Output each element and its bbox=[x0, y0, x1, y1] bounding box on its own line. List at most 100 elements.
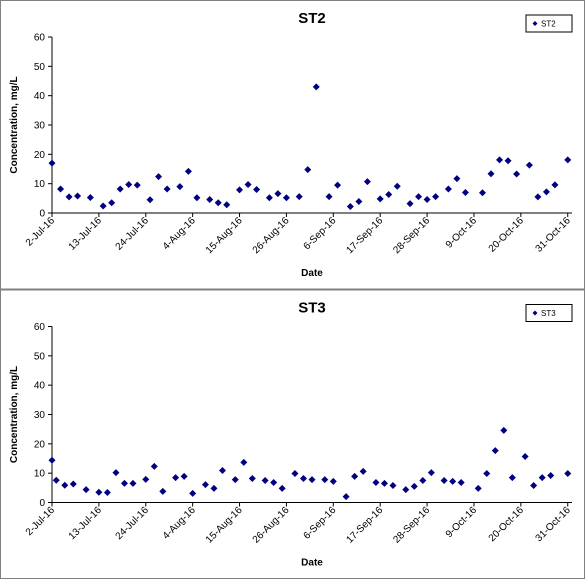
data-point bbox=[82, 486, 90, 494]
data-point bbox=[457, 479, 465, 487]
data-point bbox=[69, 480, 77, 488]
legend-marker bbox=[532, 310, 538, 316]
data-point bbox=[402, 486, 410, 494]
data-point bbox=[453, 175, 461, 183]
chart-title: ST2 bbox=[298, 10, 326, 27]
data-point bbox=[564, 156, 572, 164]
data-point bbox=[461, 188, 469, 196]
y-tick-label: 40 bbox=[34, 91, 46, 102]
data-point bbox=[172, 474, 180, 482]
data-point bbox=[65, 193, 73, 201]
y-tick-label: 50 bbox=[34, 62, 46, 73]
data-point bbox=[291, 469, 299, 477]
data-point bbox=[108, 199, 116, 207]
data-point bbox=[240, 458, 248, 466]
data-point bbox=[500, 426, 508, 434]
data-point bbox=[231, 476, 239, 484]
data-point bbox=[120, 479, 128, 487]
data-point bbox=[346, 203, 354, 211]
chart-panel bbox=[0, 289, 585, 579]
data-point bbox=[278, 484, 286, 492]
data-point bbox=[389, 481, 397, 489]
data-point bbox=[312, 83, 320, 91]
data-point bbox=[376, 195, 384, 203]
data-point bbox=[61, 481, 69, 489]
data-point bbox=[274, 190, 282, 198]
data-point bbox=[150, 462, 158, 470]
data-point bbox=[201, 481, 209, 489]
y-tick-label: 10 bbox=[34, 469, 46, 480]
data-point bbox=[508, 474, 516, 482]
data-point bbox=[406, 200, 414, 208]
data-point bbox=[146, 196, 154, 204]
chart-title: ST3 bbox=[298, 300, 326, 317]
data-point bbox=[299, 474, 307, 482]
data-point bbox=[427, 469, 435, 477]
y-tick-label: 0 bbox=[39, 498, 45, 509]
legend-label: ST3 bbox=[541, 309, 556, 318]
y-axis-label: Concentration, mg/L bbox=[9, 76, 20, 173]
data-point bbox=[359, 467, 367, 475]
data-point bbox=[530, 481, 538, 489]
y-tick-label: 10 bbox=[34, 179, 46, 190]
data-point bbox=[521, 452, 529, 460]
legend-label: ST2 bbox=[541, 20, 556, 29]
data-point bbox=[184, 167, 192, 175]
data-point bbox=[513, 170, 521, 178]
data-point bbox=[48, 159, 56, 167]
data-point bbox=[444, 185, 452, 193]
data-point bbox=[321, 476, 329, 484]
data-point bbox=[415, 193, 423, 201]
data-point bbox=[334, 181, 342, 189]
data-point bbox=[342, 493, 350, 501]
legend-box bbox=[525, 14, 573, 33]
data-point bbox=[351, 472, 359, 480]
data-point bbox=[125, 181, 133, 189]
data-point bbox=[538, 474, 546, 482]
data-point bbox=[116, 185, 124, 193]
data-point bbox=[504, 157, 512, 165]
data-point bbox=[478, 189, 486, 197]
legend-box bbox=[525, 304, 573, 322]
data-point bbox=[86, 193, 94, 201]
data-point bbox=[180, 472, 188, 480]
data-point bbox=[57, 185, 65, 193]
data-point bbox=[193, 194, 201, 202]
y-tick-label: 30 bbox=[34, 121, 46, 132]
y-tick-label: 60 bbox=[34, 322, 46, 333]
data-point bbox=[410, 482, 418, 490]
data-point bbox=[432, 193, 440, 201]
data-point bbox=[423, 196, 431, 204]
data-point bbox=[385, 191, 393, 199]
data-point bbox=[525, 161, 533, 169]
data-point bbox=[419, 477, 427, 484]
data-point bbox=[206, 196, 214, 204]
data-point bbox=[329, 477, 337, 485]
data-point bbox=[542, 188, 550, 196]
y-axis-label: Concentration, mg/L bbox=[9, 366, 20, 463]
data-point bbox=[248, 474, 256, 482]
data-point bbox=[236, 186, 244, 194]
data-point bbox=[491, 447, 499, 455]
data-point bbox=[244, 181, 252, 189]
data-point bbox=[487, 170, 495, 178]
data-point bbox=[449, 477, 457, 485]
data-point bbox=[129, 479, 137, 487]
data-point bbox=[474, 484, 482, 492]
x-axis-label: Date bbox=[301, 268, 323, 279]
data-point bbox=[142, 475, 150, 483]
data-point bbox=[355, 198, 363, 206]
x-axis-label: Date bbox=[301, 558, 323, 569]
y-tick-label: 0 bbox=[39, 209, 45, 220]
data-point bbox=[440, 477, 448, 484]
data-point bbox=[270, 479, 278, 487]
y-tick-label: 20 bbox=[34, 439, 46, 450]
data-point bbox=[496, 156, 504, 164]
data-point bbox=[380, 479, 388, 487]
legend-marker bbox=[532, 21, 538, 26]
y-tick-label: 30 bbox=[34, 410, 46, 421]
data-point bbox=[325, 193, 333, 201]
data-point bbox=[48, 456, 56, 464]
